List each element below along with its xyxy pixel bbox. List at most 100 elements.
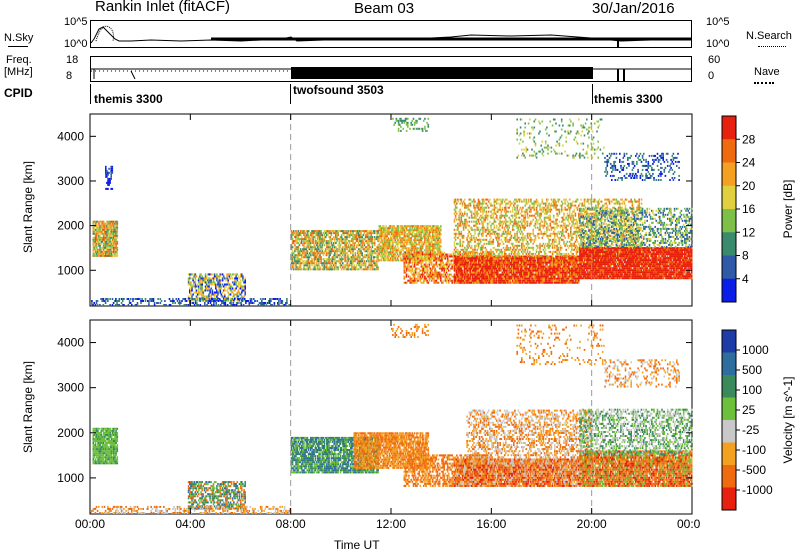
echo-cell: [485, 279, 488, 282]
echo-cell: [543, 261, 546, 264]
echo-cell: [359, 236, 361, 239]
echo-cell: [238, 277, 241, 280]
echo-cell: [476, 265, 479, 268]
echo-cell: [409, 257, 411, 260]
echo-cell: [109, 224, 112, 227]
echo-cell: [465, 273, 467, 276]
echo-cell: [436, 235, 439, 238]
echo-cell: [531, 263, 533, 266]
echo-cell: [425, 259, 427, 262]
echo-cell: [571, 271, 573, 274]
echo-cell: [489, 261, 491, 264]
echo-cell: [329, 264, 331, 267]
echo-cell: [507, 275, 509, 278]
echo-cell: [564, 279, 566, 282]
echo-cell: [552, 271, 555, 274]
echo-cell: [525, 277, 528, 280]
echo-cell: [381, 251, 384, 254]
echo-cell: [107, 228, 109, 231]
echo-cell: [419, 241, 422, 244]
echo-cell: [346, 258, 349, 261]
echo-cell: [376, 250, 378, 253]
echo-cell: [298, 254, 301, 257]
echo-cell: [405, 255, 408, 258]
echo-cell: [410, 257, 412, 260]
echo-cell: [403, 233, 406, 236]
echo-cell: [497, 267, 499, 270]
echo-cell: [578, 259, 580, 262]
echo-cell: [453, 273, 456, 276]
echo-cell: [511, 273, 514, 276]
echo-cell: [497, 281, 499, 284]
echo-cell: [378, 235, 381, 238]
cpid-divider: [592, 84, 593, 104]
echo-cell: [355, 258, 358, 261]
echo-cell: [343, 242, 345, 245]
echo-cell: [348, 258, 351, 261]
echo-cell: [299, 252, 302, 255]
echo-cell: [196, 295, 199, 298]
echo-cell: [549, 259, 552, 262]
echo-cell: [379, 235, 382, 238]
echo-cell: [209, 281, 211, 284]
echo-cell: [329, 240, 331, 243]
echo-cell: [109, 240, 112, 243]
echo-cell: [456, 273, 458, 276]
echo-cell: [102, 228, 105, 231]
echo-cell: [389, 239, 392, 242]
echo-cell: [109, 236, 112, 239]
echo-cell: [492, 263, 495, 266]
echo-cell: [557, 267, 560, 270]
echo-cell: [540, 281, 542, 284]
echo-cell: [554, 277, 556, 280]
echo-cell: [433, 247, 435, 250]
echo-cell: [295, 234, 297, 237]
echo-cell: [441, 253, 443, 256]
echo-cell: [193, 281, 196, 284]
echo-cell: [201, 279, 203, 282]
echo-cell: [411, 245, 414, 248]
echo-cell: [320, 238, 322, 241]
echo-cell: [457, 198, 459, 201]
echo-cell: [380, 235, 383, 238]
echo-cell: [572, 255, 574, 258]
echo-cell: [495, 275, 498, 278]
echo-cell: [422, 279, 425, 282]
echo-cell: [370, 254, 373, 257]
echo-cell: [565, 261, 567, 264]
echo-cell: [395, 229, 398, 232]
echo-cell: [499, 259, 501, 262]
echo-cell: [413, 271, 416, 274]
echo-cell: [242, 279, 244, 282]
echo-cell: [340, 238, 343, 241]
echo-cell: [430, 227, 433, 230]
echo-cell: [506, 279, 508, 282]
echo-cell: [381, 231, 384, 234]
echo-cell: [491, 271, 493, 274]
echo-cell: [572, 275, 574, 278]
echo-cell: [509, 257, 512, 260]
echo-cell: [403, 225, 406, 228]
echo-cell: [208, 279, 210, 282]
echo-cell: [477, 259, 480, 262]
echo-cell: [319, 254, 321, 257]
echo-cell: [420, 253, 423, 256]
echo-cell: [524, 267, 526, 270]
echo-cell: [426, 225, 428, 228]
echo-cell: [299, 258, 302, 261]
echo-cell: [307, 240, 310, 243]
echo-cell: [438, 249, 441, 252]
echo-cell: [368, 254, 370, 257]
echo-cell: [412, 273, 415, 276]
echo-cell: [552, 263, 555, 266]
echo-cell: [392, 231, 394, 234]
echo-cell: [357, 256, 360, 259]
echo-cell: [571, 281, 573, 284]
echo-cell: [387, 231, 390, 234]
echo-cell: [338, 244, 341, 247]
echo-cell: [562, 275, 564, 278]
echo-cell: [339, 262, 342, 265]
echo-cell: [330, 248, 333, 251]
echo-cell: [107, 183, 109, 186]
echo-cell: [413, 269, 416, 272]
